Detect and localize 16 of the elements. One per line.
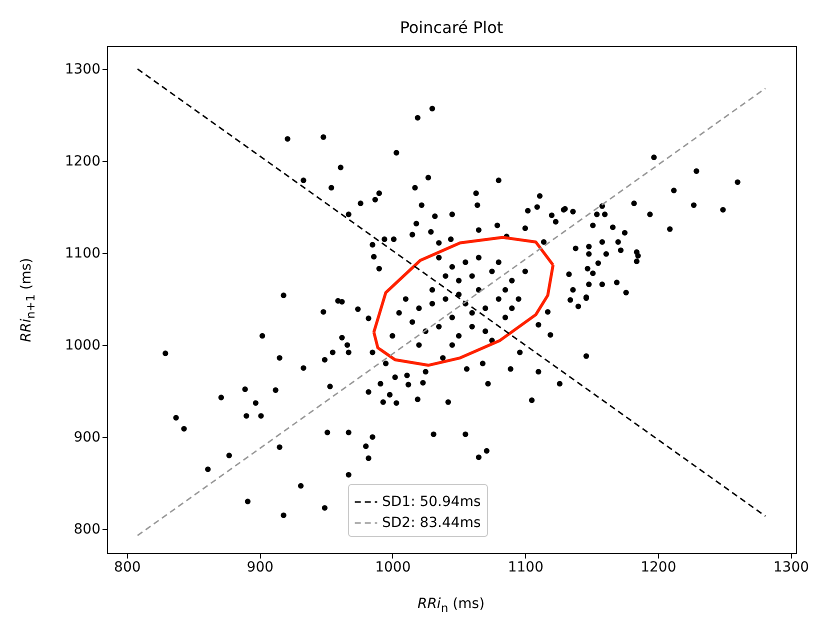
x-tick-label: 1200	[640, 560, 676, 576]
y-tick-label: 1000	[64, 338, 100, 354]
y-tick-label: 900	[74, 430, 100, 446]
x-tick-label: 900	[246, 560, 274, 576]
x-tick-label: 1000	[375, 560, 411, 576]
chart-title: Poincaré Plot	[400, 18, 504, 37]
y-tick-label: 1100	[64, 246, 100, 262]
x-axis-title: RRi$_{n}$ (ms)	[417, 596, 485, 615]
x-tick-label: 1300	[773, 560, 810, 576]
legend-label: SD2: 83.44ms	[382, 515, 481, 531]
legend-label: SD1: 50.94ms	[382, 494, 481, 510]
y-tick-label: 800	[74, 522, 100, 538]
y-tick-label: 1300	[64, 62, 100, 78]
x-tick-label: 1100	[508, 560, 544, 576]
y-tick-label: 1200	[64, 154, 100, 170]
x-tick-label: 800	[114, 560, 141, 576]
